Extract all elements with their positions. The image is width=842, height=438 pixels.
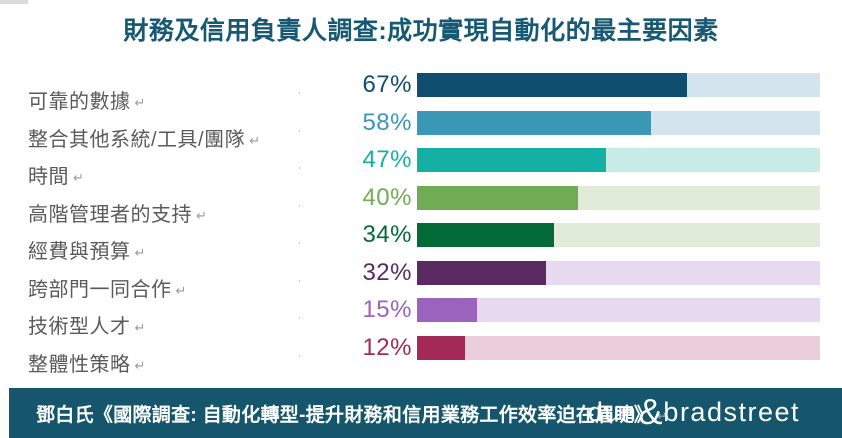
category-label: 可靠的數據 ↵ bbox=[28, 91, 146, 113]
bar-track bbox=[417, 185, 820, 210]
category-label: 時間 ↵ bbox=[28, 166, 85, 188]
bar-chart: 67% 可靠的數據 ↵ 58% 整合其他系統/工具/團隊 ↵ 47% 時間 ↵ 40% 高階管理者的… bbox=[0, 72, 842, 376]
bar-fill bbox=[417, 298, 478, 322]
logo-ampersand-icon: & bbox=[638, 391, 663, 433]
category-label: 整體性策略 ↵ bbox=[28, 353, 146, 376]
value-label: 40% bbox=[300, 184, 412, 211]
return-mark: ↵ bbox=[249, 132, 261, 148]
value-label: 34% bbox=[300, 222, 412, 248]
bar-track bbox=[417, 260, 820, 285]
value-label: 47% bbox=[300, 147, 412, 173]
chart-row: 15% 技術型人才 ↵ bbox=[0, 297, 842, 338]
bar-track bbox=[417, 223, 820, 247]
category-label: 技術型人才 ↵ bbox=[28, 316, 146, 338]
bar-fill bbox=[417, 335, 466, 360]
bar-track bbox=[417, 110, 820, 135]
bar-fill bbox=[417, 148, 607, 172]
return-mark: ↵ bbox=[657, 408, 668, 423]
category-label: 高階管理者的支持 ↵ bbox=[28, 203, 208, 226]
bar-fill bbox=[417, 110, 651, 135]
bar-fill bbox=[417, 260, 546, 285]
dun-bradstreet-logo: dun&bradstreet bbox=[588, 391, 800, 433]
value-label: 15% bbox=[300, 297, 412, 323]
value-label: 58% bbox=[300, 109, 412, 136]
chart-row: 34% 經費與預算 ↵ bbox=[0, 222, 842, 263]
bar-track bbox=[417, 298, 820, 322]
chart-row: 12% 整體性策略 ↵ bbox=[0, 334, 842, 376]
chart-row: 67% 可靠的數據 ↵ bbox=[0, 72, 842, 113]
top-left-strip bbox=[0, 0, 28, 4]
return-mark: ↵ bbox=[175, 282, 187, 298]
source-text: 鄧白氏《國際調查: 自動化轉型-提升財務和信用業務工作效率迫在眉睫》 bbox=[36, 404, 654, 426]
value-label: 32% bbox=[300, 259, 412, 286]
bar-fill bbox=[417, 223, 555, 247]
chart-row: 47% 時間 ↵ bbox=[0, 147, 842, 188]
value-label: 67% bbox=[300, 72, 412, 98]
chart-title: 財務及信用負責人調查:成功實現自動化的最主要因素 bbox=[123, 17, 719, 45]
bar-track bbox=[417, 148, 820, 172]
footer-bar: 鄧白氏《國際調查: 自動化轉型-提升財務和信用業務工作效率迫在眉睫》 ↵ dun&… bbox=[9, 388, 842, 438]
bar-fill bbox=[417, 73, 687, 97]
return-mark: ↵ bbox=[134, 245, 146, 260]
bar-fill bbox=[417, 185, 579, 210]
logo-bradstreet: bradstreet bbox=[663, 397, 800, 428]
value-label: 12% bbox=[300, 334, 412, 361]
category-label: 整合其他系統/工具/團隊 ↵ bbox=[28, 128, 261, 151]
return-mark: ↵ bbox=[134, 95, 146, 110]
chart-row: 40% 高階管理者的支持 ↵ bbox=[0, 184, 842, 226]
source-citation: 鄧白氏《國際調查: 自動化轉型-提升財務和信用業務工作效率迫在眉睫》 ↵ bbox=[36, 400, 668, 427]
return-mark: ↵ bbox=[134, 320, 146, 335]
category-label: 跨部門一同合作 ↵ bbox=[28, 278, 187, 301]
chart-row: 58% 整合其他系統/工具/團隊 ↵ bbox=[0, 109, 842, 151]
return-mark: ↵ bbox=[134, 357, 146, 373]
category-label: 經費與預算 ↵ bbox=[28, 241, 146, 263]
return-mark: ↵ bbox=[196, 207, 208, 223]
bar-track bbox=[417, 335, 820, 360]
bar-track bbox=[417, 73, 820, 97]
logo-dun: dun bbox=[587, 397, 638, 428]
return-mark: ↵ bbox=[73, 170, 85, 185]
chart-row: 32% 跨部門一同合作 ↵ bbox=[0, 259, 842, 301]
